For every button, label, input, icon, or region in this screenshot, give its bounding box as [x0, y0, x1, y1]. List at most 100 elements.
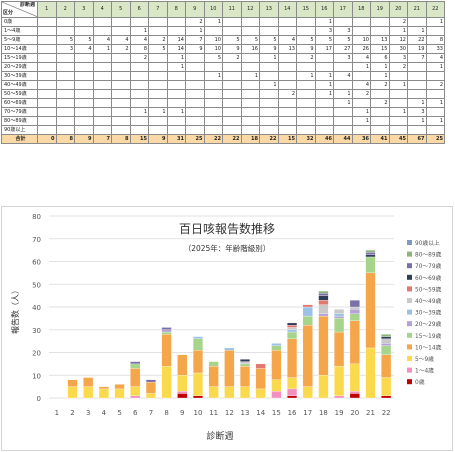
table-cell — [185, 116, 205, 126]
x-tick-label: 17 — [303, 409, 312, 417]
table-cell: 1 — [166, 107, 186, 117]
table-cell — [259, 62, 279, 72]
legend-label: 15～19歳 — [415, 332, 442, 340]
table-cell: 17 — [314, 44, 334, 54]
x-tick-label: 5 — [117, 409, 121, 417]
table-cell — [277, 62, 297, 72]
table-cell — [370, 89, 390, 99]
table-cell: 5 — [203, 53, 223, 63]
table-cell — [37, 35, 57, 45]
table-cell — [129, 17, 149, 27]
bar-segment — [145, 393, 156, 399]
table-cell — [166, 80, 186, 90]
table-cell — [296, 98, 316, 108]
y-tick-label: 50 — [32, 281, 41, 289]
table-cell — [222, 62, 242, 72]
table-cell — [277, 17, 297, 27]
table-cell — [92, 98, 112, 108]
table-cell — [37, 125, 57, 135]
bar-segment — [287, 331, 298, 340]
table-cell: 4 — [351, 53, 371, 63]
x-tick-label: 1 — [55, 409, 59, 417]
table-cell — [166, 125, 186, 135]
table-row: 15～19歳 2 1 5 2 1 2 3 4 6 3 7 4 — [1, 53, 445, 63]
legend-label: 70～79歳 — [415, 262, 442, 270]
table-cell — [74, 116, 94, 126]
bar-segment — [349, 393, 360, 399]
table-cell: 13 — [370, 35, 390, 45]
total-cell: 7 — [92, 134, 112, 144]
bar-segment — [130, 386, 141, 396]
age-group-label: 30～39歳 — [1, 71, 38, 81]
week-header: 8 — [166, 1, 186, 18]
table-cell — [333, 116, 353, 126]
table-cell — [314, 125, 334, 135]
table-cell — [296, 125, 316, 135]
bar-segment — [334, 395, 345, 399]
table-cell: 2 — [388, 17, 408, 27]
legend-swatch — [407, 356, 412, 361]
table-cell — [92, 116, 112, 126]
y-tick-label: 10 — [32, 372, 41, 380]
bar-segment — [98, 388, 109, 399]
total-label: 合計 — [1, 134, 38, 144]
table-cell: 1 — [203, 71, 223, 81]
bar-segment — [255, 388, 266, 399]
week-header: 18 — [351, 1, 371, 18]
table-cell: 5 — [314, 35, 334, 45]
bar-segment — [349, 391, 360, 394]
table-cell — [388, 71, 408, 81]
table-cell — [277, 98, 297, 108]
week-header: 10 — [203, 1, 223, 18]
legend-swatch — [407, 379, 412, 385]
legend-label: 5～9歳 — [415, 355, 434, 363]
table-cell — [240, 98, 260, 108]
table-cell — [407, 71, 427, 81]
bar-segment — [302, 325, 313, 387]
table-cell: 33 — [425, 44, 445, 54]
table-cell — [74, 89, 94, 99]
bar-segment — [349, 320, 360, 365]
table-cell — [240, 80, 260, 90]
table-cell: 12 — [388, 35, 408, 45]
table-cell — [37, 17, 57, 27]
legend-swatch — [407, 263, 412, 269]
bar-segment — [318, 304, 329, 314]
table-cell — [222, 26, 242, 36]
table-cell — [129, 98, 149, 108]
bar-segment — [271, 345, 282, 351]
table-cell — [222, 98, 242, 108]
table-cell — [407, 80, 427, 90]
table-cell: 1 — [333, 89, 353, 99]
bar-segment — [208, 361, 219, 367]
table-cell — [259, 89, 279, 99]
table-cell — [259, 125, 279, 135]
bar-segment — [208, 365, 219, 387]
table-cell: 3 — [333, 53, 353, 63]
y-tick-label: 60 — [32, 259, 41, 267]
total-cell: 9 — [74, 134, 94, 144]
table-cell: 1 — [129, 26, 149, 36]
total-cell: 8 — [55, 134, 75, 144]
table-cell — [425, 125, 445, 135]
legend-swatch — [407, 309, 412, 315]
legend-label: 30～39歳 — [415, 309, 442, 317]
age-group-label: 10～14歳 — [1, 44, 38, 54]
table-cell — [166, 26, 186, 36]
table-cell — [314, 116, 334, 126]
table-cell — [148, 116, 168, 126]
bar-segment — [83, 377, 94, 387]
table-cell: 1 — [314, 80, 334, 90]
table-cell — [55, 98, 75, 108]
week-header: 19 — [370, 1, 390, 18]
bar-segment — [318, 293, 329, 296]
table-cell: 1 — [129, 107, 149, 117]
bar-segment — [67, 379, 78, 387]
total-cell: 45 — [388, 134, 408, 144]
bar-segment — [318, 375, 329, 399]
table-row: 20～29歳 1 1 1 2 1 — [1, 62, 445, 72]
table-cell: 5 — [333, 35, 353, 45]
bar-segment — [130, 361, 141, 365]
table-cell — [111, 89, 131, 99]
table-cell — [277, 107, 297, 117]
